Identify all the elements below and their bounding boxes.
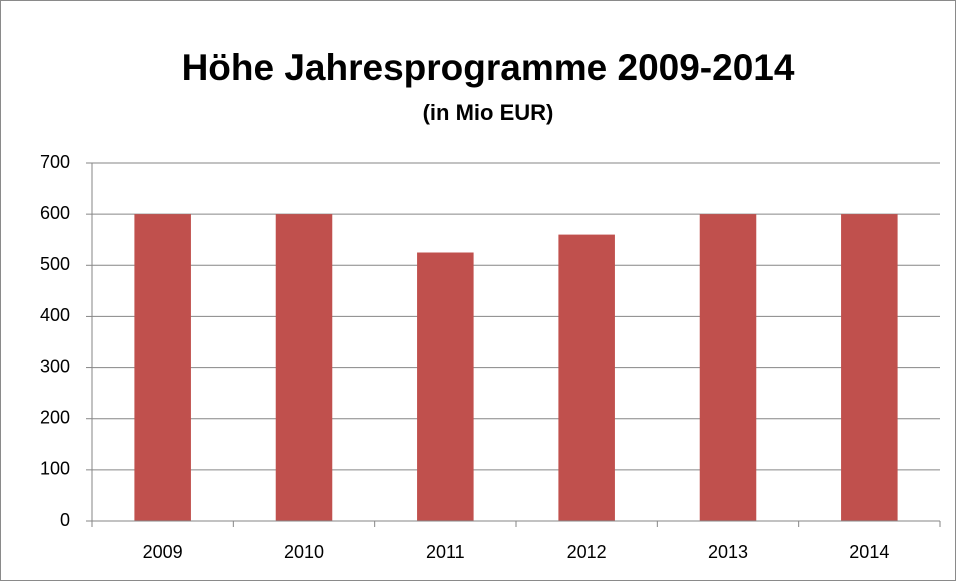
chart-title: Höhe Jahresprogramme 2009-2014 <box>182 47 795 88</box>
bar <box>134 214 191 521</box>
y-tick-label: 400 <box>40 305 70 325</box>
bar <box>558 234 615 521</box>
x-tick-label: 2010 <box>284 542 324 562</box>
y-tick-label: 500 <box>40 254 70 274</box>
y-tick-label: 100 <box>40 459 70 479</box>
x-tick-label: 2014 <box>849 542 889 562</box>
bar <box>699 214 757 521</box>
bar <box>841 214 898 521</box>
y-tick-label: 0 <box>60 510 70 530</box>
bar <box>417 252 474 521</box>
x-tick-label: 2013 <box>708 542 748 562</box>
y-tick-label: 700 <box>40 152 70 172</box>
bar <box>275 214 333 521</box>
y-tick-label: 600 <box>40 203 70 223</box>
x-tick-label: 2011 <box>426 542 465 562</box>
x-tick-label: 2012 <box>567 542 607 562</box>
x-tick-label: 2009 <box>143 542 183 562</box>
chart-subtitle: (in Mio EUR) <box>423 100 554 125</box>
y-tick-label: 300 <box>40 356 70 376</box>
y-tick-label: 200 <box>40 407 70 427</box>
